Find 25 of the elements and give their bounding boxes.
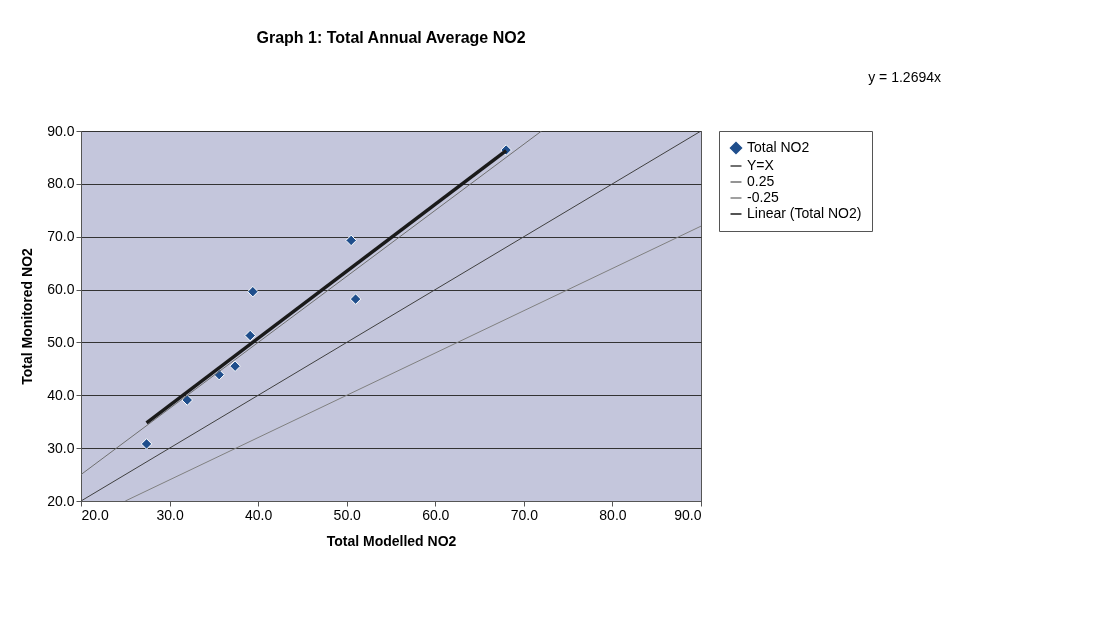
y-tick-label: 90.0 — [47, 122, 75, 139]
y-axis-title: Total Monitored NO2 — [19, 247, 36, 385]
y-tick-label: 30.0 — [47, 439, 75, 456]
x-tick-label: 40.0 — [245, 506, 273, 523]
y-tick-label: 60.0 — [47, 281, 75, 298]
y-tick-label: 50.0 — [47, 333, 75, 350]
legend-label: Total NO2 — [747, 139, 810, 155]
x-tick-label: 80.0 — [599, 506, 627, 523]
x-axis-title: Total Modelled NO2 — [326, 532, 457, 549]
x-tick-label: 30.0 — [156, 506, 184, 523]
legend-label: Linear (Total NO2) — [747, 205, 862, 221]
x-tick-label: 20.0 — [81, 506, 109, 523]
legend-label: Y=X — [747, 157, 775, 173]
x-tick-label: 50.0 — [333, 506, 362, 523]
y-tick-label: 40.0 — [47, 386, 75, 403]
y-tick-label: 70.0 — [47, 228, 75, 245]
x-tick-label: 70.0 — [510, 506, 539, 523]
y-tick-label: 20.0 — [47, 492, 75, 509]
x-tick-label: 90.0 — [674, 506, 702, 523]
chart-title: Graph 1: Total Annual Average NO2 — [256, 29, 526, 46]
y-tick-label: 80.0 — [47, 175, 75, 192]
x-tick-label: 60.0 — [422, 506, 450, 523]
text: y = 1.2694x — [868, 69, 941, 85]
legend-label: -0.25 — [747, 189, 780, 205]
legend-label: 0.25 — [747, 173, 775, 189]
